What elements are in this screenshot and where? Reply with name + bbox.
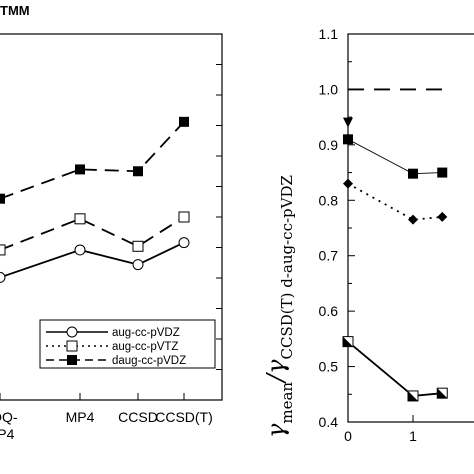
left-x-tick-label: MP4 bbox=[66, 409, 95, 425]
left-series-point bbox=[0, 193, 5, 204]
left-series-point bbox=[74, 213, 86, 225]
left-chart-panel: SDQ-MP4MP4CCSDCCSD(T)aug-cc-pVDZaug-cc-p… bbox=[0, 33, 223, 442]
right-series-line bbox=[347, 340, 443, 397]
right-series-point-fill bbox=[408, 390, 418, 401]
left-x-tick-label: CCSD bbox=[118, 409, 158, 425]
right-series-point-fill bbox=[437, 388, 448, 399]
left-series-point bbox=[0, 244, 6, 256]
right-plot-frame bbox=[347, 33, 474, 423]
legend-label: aug-cc-pVTZ bbox=[112, 341, 178, 353]
right-series-point bbox=[437, 167, 448, 178]
right-x-tick-label: 1 bbox=[409, 428, 417, 444]
right-series-line bbox=[347, 138, 443, 175]
left-series-line bbox=[0, 121, 185, 200]
left-series-line bbox=[0, 216, 185, 251]
right-series-point bbox=[343, 178, 353, 189]
left-series-point bbox=[132, 259, 144, 271]
right-x-tick-label: 0 bbox=[344, 428, 352, 444]
right-series-point-fill bbox=[343, 336, 353, 347]
right-chart-panel: 0.4 0.5 0.6 0.7 0.8 0.9 1.0 1.1 0 1 γmean/γCCSD(T)… bbox=[262, 26, 474, 444]
y-label-slash-gamma: /γ bbox=[262, 359, 290, 384]
y-label-subscript: CCSD(T) d-aug-cc-pVDZ bbox=[278, 175, 296, 359]
legend-marker bbox=[66, 340, 78, 352]
left-x-tick-label: CCSD(T) bbox=[155, 409, 213, 425]
left-series-point bbox=[178, 211, 190, 223]
left-series-point bbox=[179, 116, 189, 127]
left-series-point bbox=[74, 244, 86, 256]
right-y-tick-label: 0.7 bbox=[319, 248, 339, 264]
left-x-tick-label: MP4 bbox=[0, 426, 15, 442]
left-series-point bbox=[75, 164, 85, 175]
right-y-axis-label: γmean/γCCSD(T) d-aug-cc-pVDZ bbox=[262, 175, 296, 438]
left-x-tick-label: SDQ- bbox=[0, 409, 18, 425]
left-series-point bbox=[133, 166, 143, 177]
right-y-tick-label: 0.9 bbox=[319, 137, 339, 153]
y-label-gamma: γ bbox=[262, 423, 290, 438]
left-series-point bbox=[0, 271, 6, 283]
right-y-tick-label: 1.0 bbox=[319, 81, 339, 97]
right-y-tick-label: 0.8 bbox=[319, 192, 339, 208]
y-label-mean: mean bbox=[278, 382, 296, 424]
left-series-point bbox=[132, 240, 144, 252]
right-y-tick-label: 0.5 bbox=[319, 359, 339, 375]
right-y-tick-label: 0.6 bbox=[319, 303, 339, 319]
right-y-tick-label: 0.4 bbox=[319, 414, 339, 430]
right-y-tick-label: 1.1 bbox=[319, 26, 339, 42]
right-series-line bbox=[347, 182, 443, 221]
right-series-point bbox=[343, 134, 353, 145]
left-series-point bbox=[178, 237, 190, 249]
legend-label: daug-cc-pVDZ bbox=[112, 355, 186, 367]
right-series-point bbox=[437, 211, 448, 222]
right-series-point bbox=[408, 168, 418, 179]
legend-marker bbox=[66, 326, 78, 338]
right-series-point bbox=[343, 117, 353, 128]
left-legend: aug-cc-pVDZ aug-cc-pVTZ daug-cc-pVDZ bbox=[39, 319, 216, 369]
legend-label: aug-cc-pVDZ bbox=[112, 327, 180, 339]
header-fragment: TMM bbox=[0, 3, 30, 18]
legend-marker bbox=[67, 355, 77, 365]
left-series-line bbox=[0, 241, 185, 279]
right-series-point bbox=[408, 214, 418, 225]
